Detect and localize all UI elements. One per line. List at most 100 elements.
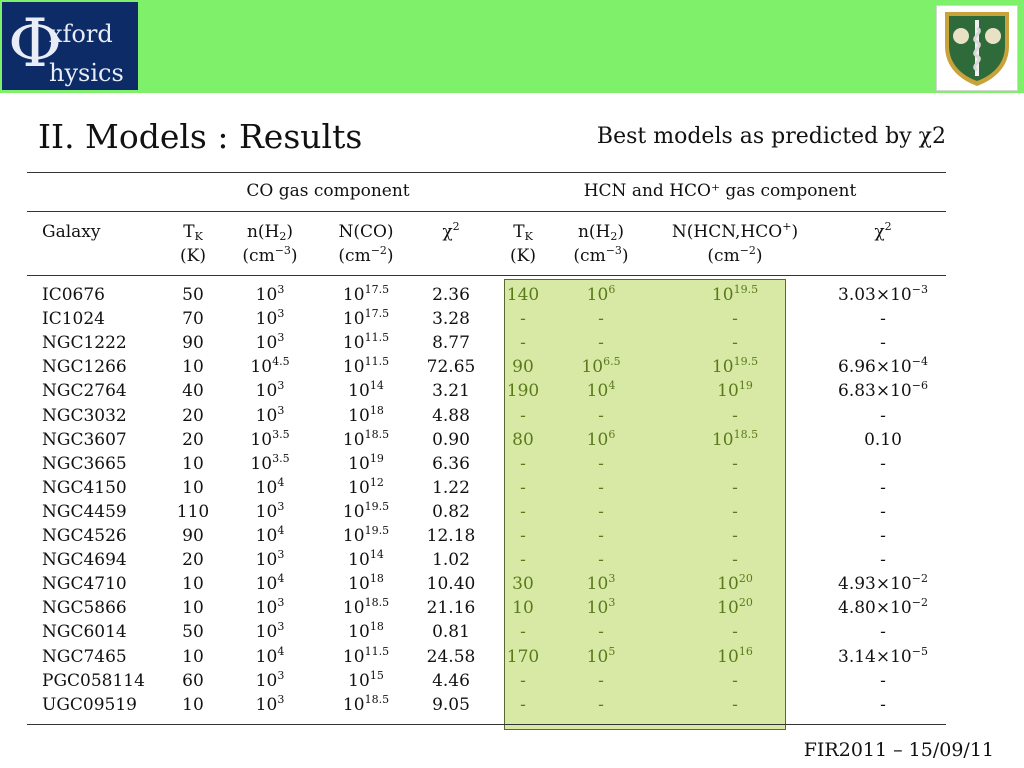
tk-cell: 10	[182, 693, 204, 717]
galaxy-name: NGC5866	[42, 598, 127, 619]
nco-value-base: 10	[348, 453, 370, 474]
nco-cell: 1011.5	[343, 355, 389, 379]
nhcn-value-base: 10	[711, 285, 734, 305]
tk-value: 10	[182, 598, 204, 619]
tk-hcn-value: 10	[512, 598, 534, 619]
tk-hcn-cell: -	[520, 669, 526, 693]
nco-cell: 1011.5	[343, 331, 389, 355]
chi2-value: 24.58	[426, 646, 476, 667]
nh2-hcn-cell: -	[598, 500, 604, 524]
tk-value: 40	[182, 381, 204, 402]
nh2-hcn-value-exponent: 6	[608, 427, 616, 441]
nh2-value-exponent: 3	[277, 331, 285, 345]
galaxy-cell: NGC3032	[42, 404, 127, 428]
tk-value: 90	[182, 526, 204, 546]
nh2-value-exponent: 3	[277, 692, 285, 706]
nco-value-base: 10	[348, 574, 370, 595]
chi2-hcn-exponent: −5	[911, 644, 928, 658]
tk-hcn-value: -	[520, 622, 526, 643]
nhcn-value: -	[732, 501, 738, 522]
nco-value-exponent: 14	[369, 379, 384, 393]
nco-value-exponent: 18.5	[364, 427, 390, 441]
tk-cell: 50	[182, 620, 204, 644]
nco-cell: 1018	[348, 404, 384, 428]
nh2-value-base: 10	[255, 405, 278, 426]
tk-hcn-value: 90	[512, 357, 534, 378]
footer-date: FIR2011 – 15/09/11	[803, 739, 994, 761]
nco-value-exponent: 17.5	[364, 283, 390, 296]
nco-cell: 1018	[348, 620, 384, 644]
nh2-cell: 103	[256, 620, 285, 644]
nh2-cell: 104.5	[250, 355, 289, 379]
nh2-hcn-value-base: 10	[586, 381, 609, 402]
nh2-value-exponent: 3	[277, 620, 285, 634]
nh2-value-exponent: 4	[277, 572, 285, 586]
nco-value-base: 10	[342, 285, 365, 305]
tk-cell: 20	[182, 428, 204, 452]
galaxy-cell: NGC7465	[42, 645, 127, 669]
nhcn-cell: 1018.5	[712, 428, 758, 452]
nco-value-base: 10	[342, 526, 365, 546]
tk-hcn-cell: 190	[507, 379, 539, 403]
nh2-hcn-value-exponent: 6	[608, 283, 616, 296]
nh2-hcn-value-exponent: 3	[608, 596, 616, 610]
nhcn-cell: -	[732, 669, 738, 693]
nh2-hcn-value: -	[598, 526, 604, 546]
nh2-value-exponent: 3	[277, 403, 285, 417]
nh2-hcn-cell: 106	[587, 283, 616, 307]
nh2-value-exponent: 3.5	[272, 427, 290, 441]
nco-value-base: 10	[348, 622, 370, 643]
nh2-value-base: 10	[255, 622, 278, 643]
chi2-value: 10.40	[426, 574, 476, 595]
nh2-value-exponent: 4	[277, 475, 285, 489]
galaxy-name: NGC3607	[42, 429, 127, 450]
chi2-hcn-mantissa: -	[880, 309, 886, 330]
chi2-hcn-mantissa: -	[880, 694, 886, 715]
chi2-value: 0.82	[432, 501, 470, 522]
nhcn-cell: -	[732, 452, 738, 476]
nco-cell: 1014	[348, 379, 384, 403]
nh2-value-base: 10	[255, 526, 278, 546]
chi2-cell: 1.22	[432, 476, 470, 500]
nhcn-cell: 1016	[717, 645, 753, 669]
nh2-value-base: 10	[250, 357, 273, 378]
galaxy-name: NGC4694	[42, 550, 127, 571]
galaxy-name: IC1024	[42, 309, 105, 330]
chi2-value: 3.21	[432, 381, 470, 402]
nco-value-exponent: 11.5	[364, 331, 390, 345]
chi2-hcn-mantissa: -	[880, 550, 886, 571]
nco-value-exponent: 11.5	[364, 644, 390, 658]
nhcn-value-exponent: 19	[738, 379, 753, 393]
table-top-rule	[27, 172, 946, 173]
tk-hcn-value: -	[520, 670, 526, 691]
nh2-hcn-cell: -	[598, 524, 604, 548]
nco-value-exponent: 15	[369, 668, 384, 682]
galaxy-name: NGC7465	[42, 646, 127, 667]
nhcn-cell: -	[732, 693, 738, 717]
chi2-value: 9.05	[432, 694, 470, 715]
nh2-hcn-value: -	[598, 694, 604, 715]
nco-value-exponent: 18	[369, 620, 384, 634]
header-banner	[0, 0, 1024, 93]
tk-cell: 90	[182, 331, 204, 355]
nh2-hcn-cell: -	[598, 548, 604, 572]
galaxy-cell: NGC4526	[42, 524, 127, 548]
galaxy-name: IC0676	[42, 285, 105, 305]
chi2-hcn-mantissa: 6.96	[838, 357, 876, 378]
chi2-hcn-times: ×10	[875, 381, 912, 402]
tk-hcn-cell: -	[520, 404, 526, 428]
nh2-value-base: 10	[255, 694, 278, 715]
chi2-hcn-cell: 6.96×10−4	[838, 355, 928, 379]
tk-value: 10	[182, 453, 204, 474]
nco-value-base: 10	[342, 333, 365, 354]
tk-value: 20	[182, 429, 204, 450]
nh2-cell: 103	[256, 331, 285, 355]
tk-value: 10	[182, 357, 204, 378]
tk-hcn-cell: -	[520, 548, 526, 572]
tk-hcn-value: 140	[506, 285, 540, 305]
chi2-value: 12.18	[426, 526, 476, 546]
tk-value: 10	[182, 694, 204, 715]
nh2-cell: 103	[256, 307, 285, 331]
table-group-rule	[27, 211, 946, 212]
tk-cell: 10	[182, 572, 204, 596]
